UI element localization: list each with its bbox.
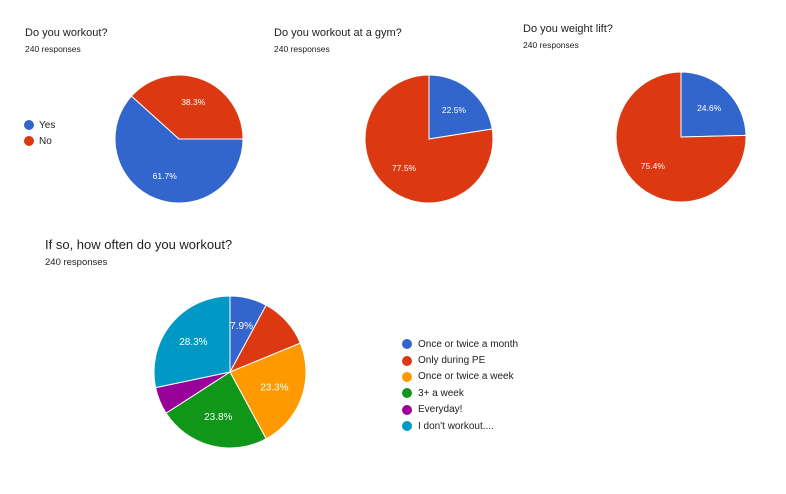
legend-swatch: [24, 120, 34, 130]
legend-label: Only during PE: [418, 355, 486, 367]
chart-title: If so, how often do you workout?: [45, 237, 233, 252]
pie-slice-yes[interactable]: [680, 71, 747, 138]
legend-swatch: [402, 388, 412, 399]
legend-item-everyday[interactable]: Everyday!: [402, 402, 518, 418]
legend-item-yes[interactable]: Yes: [24, 117, 55, 133]
pie-label-no: 75.4%: [641, 161, 666, 171]
pie-label-i-don-t-workout: 28.3%: [179, 337, 207, 348]
legend-swatch: [402, 421, 412, 432]
legend-item-no[interactable]: No: [24, 133, 55, 149]
pie-label-yes: 22.5%: [442, 105, 467, 115]
pie-slice-no[interactable]: [615, 71, 747, 203]
chart-title: Do you workout?: [25, 27, 108, 39]
pie-2: 24.6% 75.4%: [615, 71, 747, 203]
legend-item-3-plus-week[interactable]: 3+ a week: [402, 385, 518, 401]
pie-label-yes: 61.7%: [153, 171, 178, 181]
pie-slice-no[interactable]: [364, 74, 494, 204]
pie-label-once-or-twice-a-month: 7.9%: [230, 321, 253, 332]
pie-slice-no[interactable]: [130, 74, 244, 140]
pie-label-no: 77.5%: [392, 163, 417, 173]
pie-label-once-or-twice-a-week: 23.3%: [260, 382, 288, 393]
legend-swatch: [402, 355, 412, 366]
pie-slice-once-or-twice-a-week[interactable]: [229, 342, 307, 440]
legend-swatch: [24, 136, 34, 146]
legend-item-only-pe[interactable]: Only during PE: [402, 352, 518, 368]
chart-subtitle: 240 responses: [523, 40, 579, 50]
legend-label: Once or twice a month: [418, 338, 519, 350]
pie-1: 22.5% 77.5%: [364, 74, 494, 204]
legend-label: 3+ a week: [418, 387, 464, 399]
legend-swatch: [402, 404, 412, 415]
legend-item-dont-workout[interactable]: I don't workout....: [402, 418, 518, 434]
chart-title: Do you workout at a gym?: [274, 27, 402, 39]
legend-label: No: [39, 135, 52, 147]
legend-swatch: [402, 371, 412, 382]
chart-title: Do you weight lift?: [523, 23, 613, 35]
legend-item-once-twice-month[interactable]: Once or twice a month: [402, 336, 518, 352]
pie-0: 61.7% 38.3%: [114, 74, 244, 204]
pie-label-3-a-week: 23.8%: [204, 412, 232, 423]
legend-label: I don't workout....: [418, 420, 494, 432]
chart-subtitle: 240 responses: [45, 257, 108, 268]
legend-swatch: [402, 339, 412, 350]
pie-label-no: 38.3%: [181, 97, 206, 107]
legend-item-once-twice-week[interactable]: Once or twice a week: [402, 369, 518, 385]
pie-slice-3-a-week[interactable]: [165, 371, 267, 449]
pie-3: 7.9% 23.3% 23.8% 28.3%: [153, 295, 307, 449]
legend-label: Yes: [39, 119, 56, 131]
pie-slice-yes[interactable]: [428, 74, 493, 140]
pie-label-yes: 24.6%: [697, 103, 722, 113]
chart-legend: Yes No: [24, 117, 55, 149]
legend-label: Everyday!: [418, 404, 463, 416]
pie-slice-yes[interactable]: [114, 95, 244, 204]
chart-subtitle: 240 responses: [25, 44, 81, 54]
chart-legend: Once or twice a month Only during PE Onc…: [402, 336, 518, 434]
pie-slice-i-don-t-workout[interactable]: [153, 295, 231, 389]
legend-label: Once or twice a week: [418, 371, 514, 383]
chart-subtitle: 240 responses: [274, 44, 330, 54]
